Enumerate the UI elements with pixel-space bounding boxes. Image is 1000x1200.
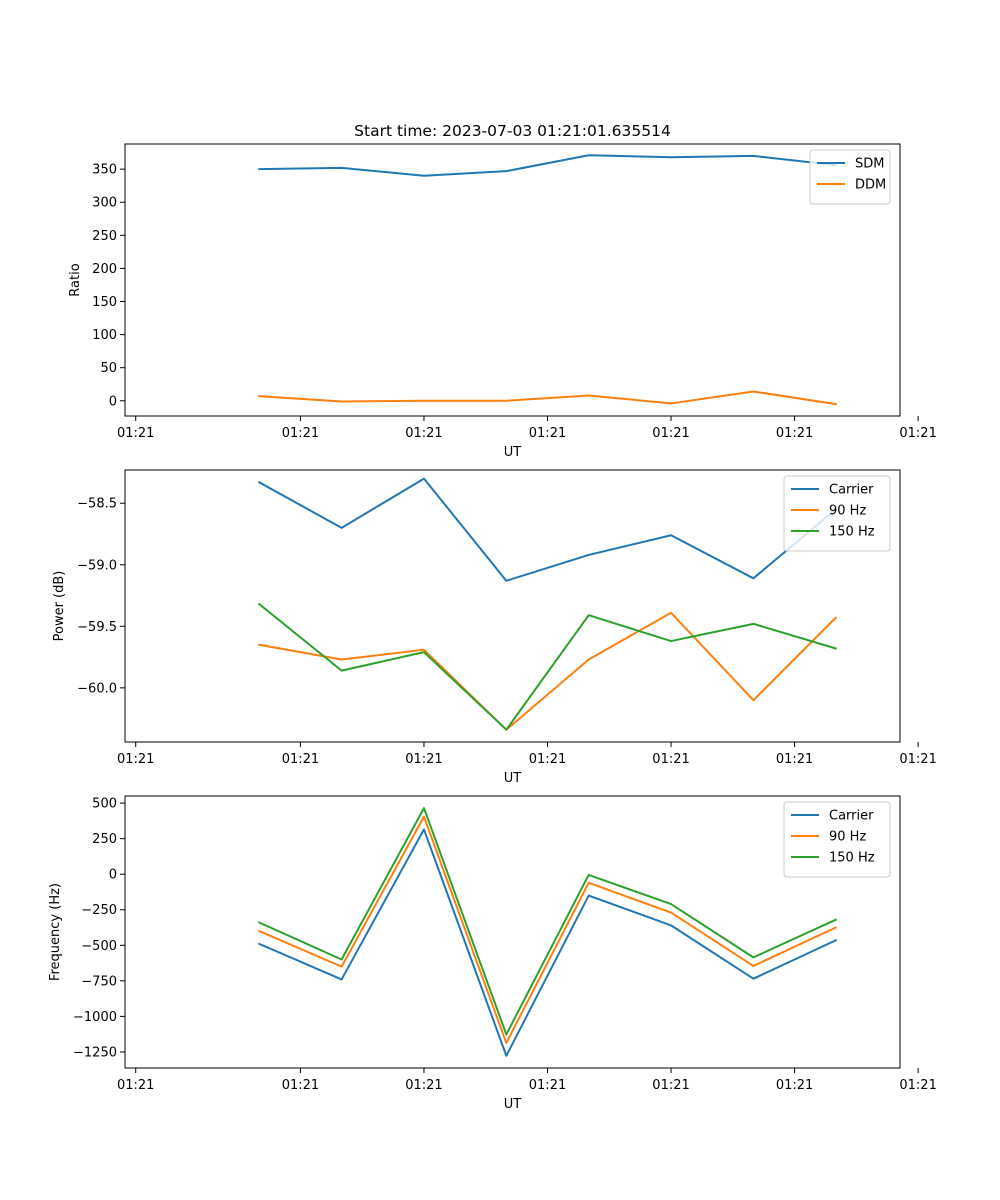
chart-2-series-3-line: [257, 602, 838, 731]
chart-2: 01:21 01:21 01:21 01:21 01:21 01:21 01:21 −60.0…: [52, 469, 937, 786]
chart-1-x-axis-label: UT: [504, 445, 522, 460]
chart-1-x-tick-label: 01:21: [776, 426, 813, 441]
chart-2-legend-box: [783, 475, 891, 552]
chart-2-x-tick-label: 01:21: [405, 752, 442, 767]
chart-2-legend-label-3: 150 Hz: [829, 525, 875, 540]
chart-1-x-tick-label: 01:21: [282, 426, 319, 441]
chart-3-legend-box: [783, 801, 891, 878]
chart-1-series-1-line: [258, 154, 837, 177]
chart-2-x-axis-label: UT: [504, 771, 522, 786]
chart-1-x-tick-label: 01:21: [117, 426, 154, 441]
chart-1-title: Start time: 2023-07-03 01:21:01.635514: [354, 122, 671, 140]
chart-1-legend-label-2: DDM: [855, 178, 886, 193]
chart-2-x-tick-label: 01:21: [776, 752, 813, 767]
chart-3-series-2-line: [257, 815, 838, 1044]
chart-3-y-tick-label: −250: [81, 903, 117, 918]
chart-3-x-tick-label: 01:21: [776, 1078, 813, 1093]
chart-1-y-tick-label: 300: [92, 196, 117, 211]
chart-3-series-3-line: [257, 807, 838, 1036]
chart-3-x-tick-label: 01:21: [405, 1078, 442, 1093]
chart-2-y-tick-label: −58.5: [77, 497, 117, 512]
chart-2-x-tick-label: 01:21: [529, 752, 566, 767]
chart-1-legend: SDM DDM: [809, 149, 891, 205]
chart-3-series-1-line: [257, 828, 838, 1057]
chart-3-y-axis-label: Frequency (Hz): [48, 883, 63, 981]
chart-1-y-axis-label: Ratio: [68, 263, 83, 296]
chart-1-y-tick-label: 0: [109, 394, 117, 409]
chart-1-y-tick-label: 250: [92, 229, 117, 244]
chart-2-legend-label-2: 90 Hz: [829, 504, 866, 519]
chart-3-y-tick-label: −1250: [73, 1045, 117, 1060]
chart-2-x-tick-label: 01:21: [652, 752, 689, 767]
chart-2-y-tick-label: −59.5: [77, 620, 117, 635]
chart-3-legend-label-2: 90 Hz: [829, 830, 866, 845]
chart-3-legend: Carrier 90 Hz 150 Hz: [783, 801, 891, 878]
chart-2-legend: Carrier 90 Hz 150 Hz: [783, 475, 891, 552]
chart-2-x-tick-label: 01:21: [282, 752, 319, 767]
chart-1-x-tick-label: 01:21: [652, 426, 689, 441]
chart-1-y-tick-label: 350: [92, 163, 117, 178]
chart-1-y-tick-label: 150: [92, 295, 117, 310]
chart-1-legend-label-1: SDM: [855, 157, 884, 172]
chart-1: 01:21 01:21 01:21 01:21 01:21 01:21 01:21 0 50 10…: [68, 122, 937, 460]
chart-3: 01:21 01:21 01:21 01:21 01:21 01:21 01:21 −1250…: [48, 795, 937, 1112]
chart-3-x-axis-label: UT: [504, 1097, 522, 1112]
chart-1-x-tick-label: 01:21: [405, 426, 442, 441]
chart-3-x-tick-label: 01:21: [117, 1078, 154, 1093]
chart-3-legend-label-3: 150 Hz: [829, 851, 875, 866]
chart-3-y-tick-label: 250: [92, 832, 117, 847]
chart-2-y-tick-label: −60.0: [77, 681, 117, 696]
chart-3-y-tick-label: −500: [81, 939, 117, 954]
chart-2-x-tick-label: 01:21: [899, 752, 936, 767]
chart-3-y-tick-label: −1000: [73, 1010, 117, 1025]
chart-2-series-1-line: [257, 477, 838, 582]
chart-3-y-tick-label: 0: [109, 868, 117, 883]
chart-1-x-tick-label: 01:21: [529, 426, 566, 441]
chart-1-series-2-line: [258, 390, 837, 406]
chart-3-y-tick-label: 500: [92, 797, 117, 812]
chart-1-y-tick-label: 100: [92, 328, 117, 343]
chart-2-axes-frame: [124, 469, 901, 743]
chart-3-x-tick-label: 01:21: [899, 1078, 936, 1093]
chart-3-legend-label-1: Carrier: [829, 809, 874, 824]
chart-3-axes-frame: [124, 795, 901, 1069]
chart-1-y-tick-label: 50: [100, 361, 117, 376]
chart-2-x-tick-label: 01:21: [117, 752, 154, 767]
chart-2-plot-area: [125, 470, 900, 742]
chart-1-x-tick-label: 01:21: [899, 426, 936, 441]
chart-3-x-tick-label: 01:21: [529, 1078, 566, 1093]
chart-3-x-tick-label: 01:21: [652, 1078, 689, 1093]
charts-container: 01:21 01:21 01:21 01:21 01:21 01:21 01:21 0 50 10…: [48, 122, 937, 1112]
chart-3-x-tick-label: 01:21: [282, 1078, 319, 1093]
chart-2-legend-label-1: Carrier: [829, 483, 874, 498]
chart-2-y-axis-label: Power (dB): [52, 571, 67, 642]
chart-1-plot-area: [125, 144, 900, 416]
chart-1-y-tick-label: 200: [92, 262, 117, 277]
chart-1-axes-frame: [124, 143, 901, 417]
chart-3-y-tick-label: −750: [81, 974, 117, 989]
chart-2-y-tick-label: −59.0: [77, 558, 117, 573]
chart-2-series-2-line: [258, 611, 838, 731]
